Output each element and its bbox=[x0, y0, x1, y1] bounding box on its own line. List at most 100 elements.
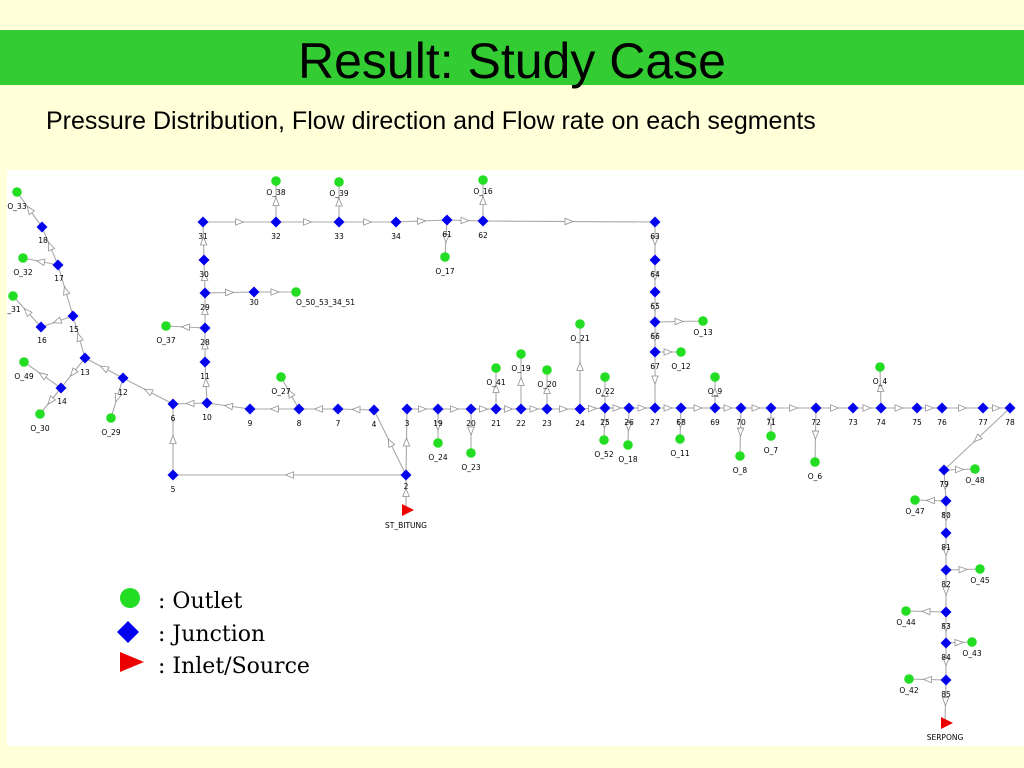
junction-node: 15 bbox=[67, 310, 79, 334]
node-label: 75 bbox=[912, 418, 922, 427]
junction-diamond-icon bbox=[574, 403, 586, 415]
junction-diamond-icon bbox=[911, 402, 923, 414]
inlet-flag-icon bbox=[402, 504, 414, 516]
outlet-circle-icon bbox=[291, 287, 301, 297]
node-label: 30 bbox=[249, 298, 259, 307]
junction-node: 63 bbox=[649, 216, 661, 241]
node-label: _31 bbox=[6, 305, 21, 314]
outlet-node: O_49 bbox=[14, 357, 34, 381]
node-label: 15 bbox=[69, 325, 79, 334]
flow-arrow bbox=[335, 196, 343, 207]
junction-node: 33 bbox=[333, 216, 345, 241]
outlet-circle-icon bbox=[18, 253, 28, 263]
junction-diamond-icon bbox=[36, 221, 48, 233]
flow-arrows bbox=[23, 195, 1002, 707]
flow-arrow bbox=[600, 419, 609, 430]
outlet-circle-icon bbox=[516, 349, 526, 359]
junction-node: 30 bbox=[198, 254, 210, 279]
junction-diamond-icon bbox=[35, 321, 47, 333]
flow-arrow bbox=[180, 323, 191, 332]
junction-node: 69 bbox=[709, 402, 721, 427]
junction-node: 10 bbox=[201, 397, 213, 422]
outlet-node: O_6 bbox=[808, 457, 822, 481]
outlet-node: O_52 bbox=[594, 435, 614, 459]
junction-node: 31 bbox=[197, 216, 209, 241]
outlet-node: O_24 bbox=[428, 438, 448, 462]
junction-diamond-icon bbox=[599, 402, 611, 414]
flow-arrow bbox=[201, 339, 209, 350]
outlet-node: O_13 bbox=[693, 316, 713, 337]
outlet-node: O_39 bbox=[329, 177, 349, 198]
flow-arrow bbox=[416, 217, 427, 225]
flow-arrow bbox=[23, 307, 33, 318]
flow-arrow bbox=[143, 388, 154, 397]
junction-diamond-icon bbox=[940, 606, 952, 618]
node-label: 24 bbox=[575, 419, 585, 428]
outlet-node: O_27 bbox=[271, 372, 291, 396]
junction-diamond-icon bbox=[332, 403, 344, 415]
outlet-node: O_7 bbox=[764, 431, 779, 455]
flow-arrow bbox=[920, 607, 931, 616]
node-label: 68 bbox=[676, 418, 686, 427]
node-label: 22 bbox=[516, 419, 526, 428]
flow-arrow bbox=[711, 387, 719, 397]
flow-arrow bbox=[169, 434, 177, 444]
node-label: 33 bbox=[334, 232, 344, 241]
flow-arrow bbox=[460, 216, 471, 225]
junction-node: 25 bbox=[599, 402, 611, 427]
node-label: ST_BITUNG bbox=[385, 521, 427, 530]
node-label: 77 bbox=[978, 418, 988, 427]
node-label: 72 bbox=[811, 418, 821, 427]
node-label: 29 bbox=[200, 303, 210, 312]
node-label: SERPONG bbox=[927, 733, 964, 742]
flow-arrow bbox=[894, 404, 905, 412]
junction-node: 32 bbox=[270, 216, 282, 241]
flow-arrow bbox=[736, 427, 745, 438]
outlet-circle-icon bbox=[433, 438, 443, 448]
outlet-circle-icon bbox=[698, 316, 708, 326]
junction-node: 67 bbox=[649, 346, 661, 371]
outlet-circle-icon bbox=[600, 372, 610, 382]
node-label: 83 bbox=[941, 622, 951, 631]
junction-diamond-icon bbox=[167, 398, 179, 410]
outlet-node: O_11 bbox=[670, 434, 690, 458]
outlet-node: O_30 bbox=[30, 409, 50, 433]
junction-node: 7 bbox=[332, 403, 344, 428]
node-label: 62 bbox=[478, 231, 488, 240]
outlet-circle-icon bbox=[810, 457, 820, 467]
node-label: 63 bbox=[650, 232, 660, 241]
junction-diamond-icon bbox=[199, 287, 211, 299]
outlet-node: O_32 bbox=[13, 253, 33, 277]
flow-arrow bbox=[114, 392, 122, 403]
flow-arrow bbox=[663, 348, 674, 356]
node-label: O_7 bbox=[764, 446, 779, 455]
node-label: 6 bbox=[171, 414, 176, 423]
junction-diamond-icon bbox=[490, 403, 502, 415]
outlet-circle-icon bbox=[478, 175, 488, 185]
node-label: 30 bbox=[199, 270, 209, 279]
outlet-node: _31 bbox=[6, 291, 21, 314]
junction-diamond-icon bbox=[79, 352, 91, 364]
node-label: O_39 bbox=[329, 189, 348, 198]
flow-arrow bbox=[387, 437, 396, 449]
node-label: 5 bbox=[171, 485, 176, 494]
junction-diamond-icon bbox=[199, 356, 211, 368]
junction-diamond-icon bbox=[515, 403, 527, 415]
node-label: 32 bbox=[271, 232, 281, 241]
flow-arrow bbox=[350, 405, 361, 414]
junction-diamond-icon bbox=[675, 402, 687, 414]
flow-arrow bbox=[876, 382, 885, 392]
junction-diamond-icon bbox=[368, 404, 380, 416]
outlet-node: O_21 bbox=[570, 319, 590, 343]
junction-node: 85 bbox=[940, 674, 952, 699]
flow-arrow bbox=[693, 404, 704, 412]
junction-node: 66 bbox=[649, 316, 661, 341]
flow-arrow bbox=[651, 375, 659, 386]
junction-diamond-icon bbox=[936, 402, 948, 414]
node-label: 34 bbox=[391, 232, 401, 241]
outlet-node: O_17 bbox=[435, 252, 455, 276]
outlet-node: O_33 bbox=[7, 187, 27, 211]
flow-arrow bbox=[651, 302, 659, 313]
flow-arrow bbox=[47, 395, 57, 405]
